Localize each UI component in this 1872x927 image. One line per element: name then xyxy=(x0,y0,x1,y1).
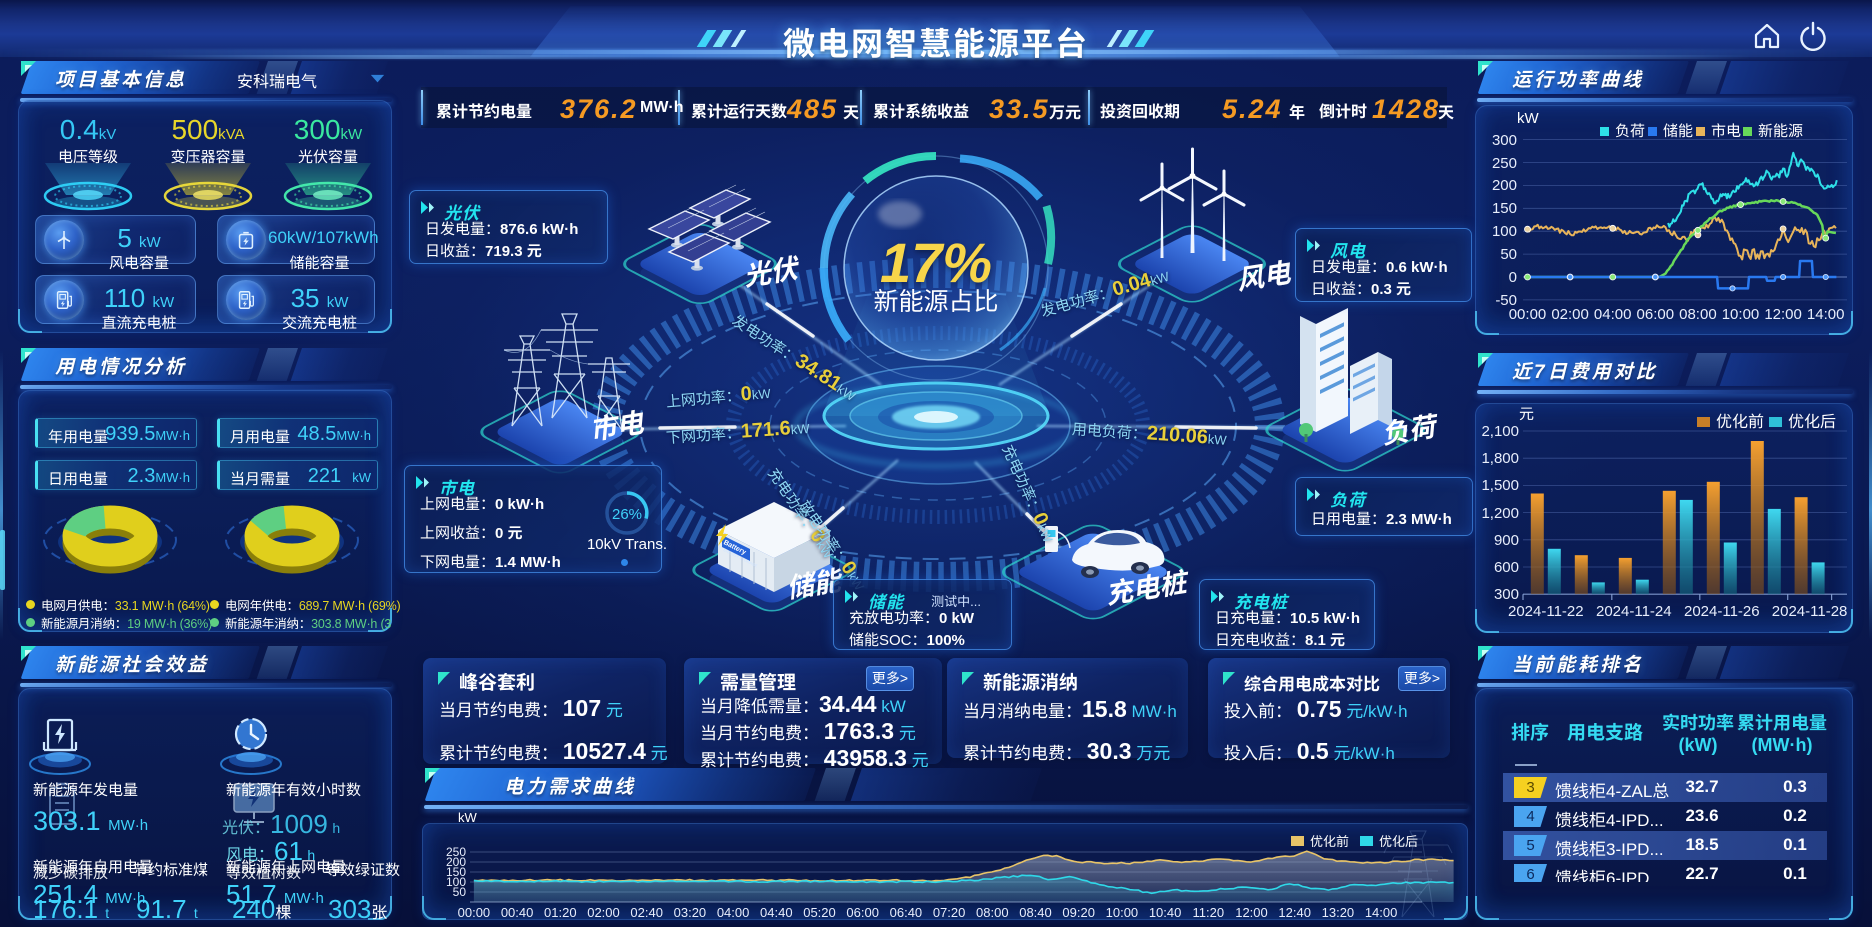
svg-text:50: 50 xyxy=(1500,246,1517,263)
svg-text:08:40: 08:40 xyxy=(1019,905,1052,920)
svg-text:250: 250 xyxy=(1492,155,1517,172)
svg-text:04:40: 04:40 xyxy=(760,905,793,920)
svg-text:新能源: 新能源 xyxy=(1758,123,1803,140)
svg-text:0: 0 xyxy=(1509,269,1517,286)
svg-text:04:00: 04:00 xyxy=(1594,306,1632,323)
svg-text:00:00: 00:00 xyxy=(1509,306,1547,323)
svg-text:10:00: 10:00 xyxy=(1106,905,1139,920)
svg-text:2024-11-26: 2024-11-26 xyxy=(1684,603,1760,620)
svg-text:09:20: 09:20 xyxy=(1062,905,1095,920)
svg-text:14:00: 14:00 xyxy=(1365,905,1398,920)
svg-text:50: 50 xyxy=(453,885,467,899)
svg-text:优化后: 优化后 xyxy=(1379,834,1418,849)
svg-text:kW: kW xyxy=(1517,110,1540,127)
svg-text:300: 300 xyxy=(1492,132,1517,149)
svg-text:00:00: 00:00 xyxy=(458,905,491,920)
svg-text:2024-11-24: 2024-11-24 xyxy=(1596,603,1672,620)
svg-text:市电: 市电 xyxy=(587,407,647,445)
svg-text:05:20: 05:20 xyxy=(803,905,836,920)
svg-text:03:20: 03:20 xyxy=(674,905,707,920)
svg-text:06:40: 06:40 xyxy=(890,905,923,920)
svg-text:06:00: 06:00 xyxy=(1637,306,1675,323)
svg-text:2024-11-22: 2024-11-22 xyxy=(1508,603,1584,620)
svg-text:12:00: 12:00 xyxy=(1764,306,1802,323)
svg-text:优化后: 优化后 xyxy=(1788,413,1836,431)
svg-text:元: 元 xyxy=(1519,406,1534,423)
svg-text:储能: 储能 xyxy=(1663,123,1693,140)
svg-text:1,500: 1,500 xyxy=(1481,477,1519,494)
svg-text:11:20: 11:20 xyxy=(1193,905,1225,920)
svg-text:1,200: 1,200 xyxy=(1481,505,1519,522)
svg-text:10:00: 10:00 xyxy=(1722,306,1760,323)
svg-text:17%: 17% xyxy=(880,231,992,294)
svg-text:07:20: 07:20 xyxy=(933,905,966,920)
svg-text:600: 600 xyxy=(1494,559,1519,576)
svg-text:02:40: 02:40 xyxy=(630,905,663,920)
svg-text:01:20: 01:20 xyxy=(544,905,577,920)
svg-text:02:00: 02:00 xyxy=(1551,306,1589,323)
svg-text:02:00: 02:00 xyxy=(587,905,620,920)
svg-text:市电: 市电 xyxy=(1711,123,1741,140)
svg-text:优化前: 优化前 xyxy=(1716,413,1764,431)
svg-text:2,100: 2,100 xyxy=(1481,423,1519,440)
svg-text:08:00: 08:00 xyxy=(976,905,1009,920)
svg-text:10:40: 10:40 xyxy=(1149,905,1182,920)
svg-text:150: 150 xyxy=(446,865,466,879)
svg-text:200: 200 xyxy=(446,855,466,869)
svg-text:100: 100 xyxy=(1492,223,1517,240)
svg-text:13:20: 13:20 xyxy=(1322,905,1355,920)
svg-text:00:40: 00:40 xyxy=(501,905,534,920)
svg-text:08:00: 08:00 xyxy=(1679,306,1717,323)
svg-text:优化前: 优化前 xyxy=(1310,834,1349,849)
svg-text:06:00: 06:00 xyxy=(846,905,879,920)
svg-text:26%: 26% xyxy=(612,506,642,523)
svg-text:200: 200 xyxy=(1492,177,1517,194)
svg-text:150: 150 xyxy=(1492,200,1517,217)
svg-text:04:00: 04:00 xyxy=(717,905,750,920)
svg-text:14:00: 14:00 xyxy=(1807,306,1845,323)
svg-text:900: 900 xyxy=(1494,532,1519,549)
svg-text:12:40: 12:40 xyxy=(1278,905,1311,920)
svg-text:250: 250 xyxy=(446,845,466,859)
svg-text:100: 100 xyxy=(446,875,466,889)
svg-text:2024-11-28: 2024-11-28 xyxy=(1772,603,1848,620)
svg-text:新能源占比: 新能源占比 xyxy=(873,288,998,316)
svg-text:-50: -50 xyxy=(1495,292,1517,309)
svg-text:300: 300 xyxy=(1494,586,1519,603)
svg-text:12:00: 12:00 xyxy=(1235,905,1268,920)
svg-text:1,800: 1,800 xyxy=(1481,450,1519,467)
svg-text:负荷: 负荷 xyxy=(1615,123,1645,140)
